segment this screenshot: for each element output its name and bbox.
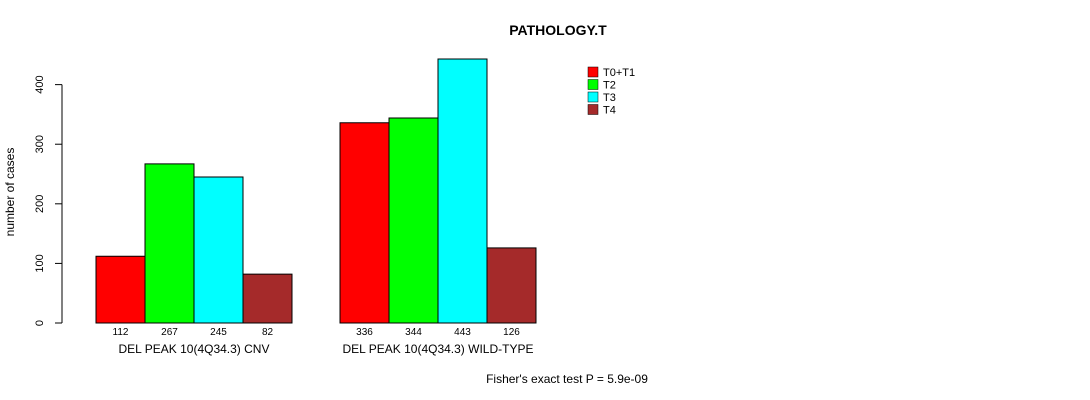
bars: 112 267 245 82 336 344 443 126 [95,58,537,338]
bar [242,273,293,324]
legend-swatch [587,91,599,103]
bar [486,247,537,324]
bar [339,122,390,324]
bar [388,117,439,324]
bar-count-label: 336 [356,327,373,338]
legend-swatch [587,79,599,90]
y-tick-label: 300 [34,135,46,153]
bar [437,58,488,324]
y-axis-title: number of cases [3,148,17,237]
chart-title: PATHOLOGY.T [509,22,607,38]
y-tick-label: 200 [34,195,46,213]
legend-label: T4 [603,105,616,117]
group-labels: DEL PEAK 10(4Q34.3) CNV DEL PEAK 10(4Q34.… [119,342,534,356]
bar-count-label: 126 [503,327,520,338]
bar-count-label: 443 [454,327,471,338]
bar-count-label: 112 [113,327,129,338]
bar [95,255,146,324]
y-tick-label: 0 [34,320,46,326]
bar [193,176,244,324]
legend-label: T2 [603,80,616,92]
group-label: DEL PEAK 10(4Q34.3) WILD-TYPE [343,342,534,356]
y-tick-label: 400 [34,75,46,93]
group-label: DEL PEAK 10(4Q34.3) CNV [119,342,270,356]
bar-count-label: 245 [210,327,227,338]
y-tick-label: 100 [34,254,46,272]
fisher-test-note: Fisher's exact test P = 5.9e-09 [486,372,648,386]
bar-count-label: 344 [405,327,422,338]
legend-label: T3 [603,92,616,104]
bar-count-label: 267 [161,327,178,338]
bar-count-label: 82 [262,327,274,338]
legend-swatch [587,66,599,78]
y-axis: 0 100 200 300 400 [34,75,63,326]
bar [144,163,195,324]
legend-swatch [587,104,599,115]
legend-label: T0+T1 [603,67,635,79]
